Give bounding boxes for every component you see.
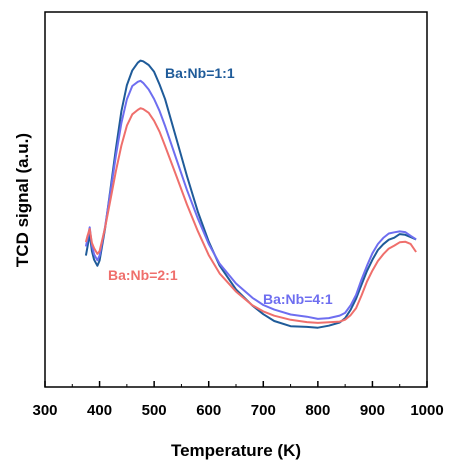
x-tick-label: 900 bbox=[360, 402, 385, 419]
series-label-ba-nb-2-1: Ba:Nb=2:1 bbox=[108, 267, 178, 283]
x-ticks: 300 400 500 600 700 800 900 1000 bbox=[32, 381, 444, 419]
plot-frame bbox=[44, 11, 428, 388]
y-axis-title: TCD signal (a.u.) bbox=[13, 133, 32, 267]
series-line-ba-nb-2-1 bbox=[84, 107, 417, 324]
x-tick-label: 600 bbox=[196, 402, 221, 419]
series-label-ba-nb-4-1: Ba:Nb=4:1 bbox=[263, 291, 333, 307]
x-tick-label: 800 bbox=[305, 402, 330, 419]
series-label-ba-nb-1-1: Ba:Nb=1:1 bbox=[165, 65, 235, 81]
x-tick-label: 400 bbox=[87, 402, 112, 419]
x-tick-label: 300 bbox=[32, 402, 57, 419]
x-tick-label: 500 bbox=[142, 402, 167, 419]
series-lines bbox=[84, 59, 417, 329]
series-line-ba-nb-1-1 bbox=[84, 59, 417, 329]
series-line-ba-nb-4-1 bbox=[84, 79, 417, 320]
x-tick-label: 1000 bbox=[410, 402, 443, 419]
x-tick-label: 700 bbox=[251, 402, 276, 419]
x-axis-title: Temperature (K) bbox=[171, 441, 301, 460]
